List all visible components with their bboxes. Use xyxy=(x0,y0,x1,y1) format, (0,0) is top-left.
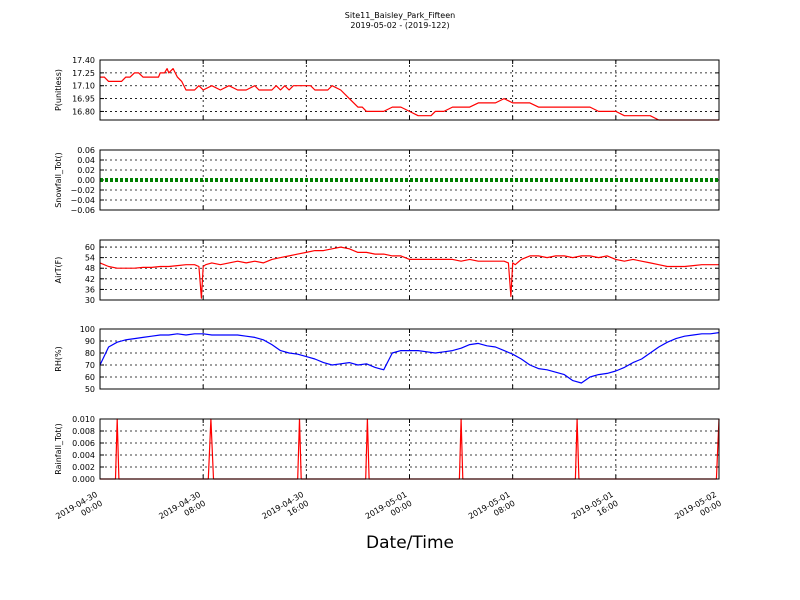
y-tick-label: −0.02 xyxy=(70,186,95,195)
x-tick-label: 2019-04-3016:00 xyxy=(261,490,311,530)
panel-2: 0.060.040.020.00−0.02−0.04−0.06 Snowfall_… xyxy=(54,146,720,215)
y-tick-label: 17.25 xyxy=(72,69,95,78)
panel-5: 0.010 0.008 0.006 0.004 0.002 0.000 Rainfall_T… xyxy=(54,415,720,484)
y-tick-label: 0.00 xyxy=(77,176,95,185)
y-tick-label: 54 xyxy=(85,254,95,263)
x-axis-label: Date/Time xyxy=(366,533,454,553)
series-line xyxy=(100,67,719,121)
x-tick-label: 2019-05-0200:00 xyxy=(673,490,723,530)
y-tick-label: 60 xyxy=(85,373,95,382)
panel-4: 100 90 80 70 60 50 RH(%) xyxy=(54,325,720,394)
chart-subtitle: 2019-05-02 - (2019-122) xyxy=(350,21,450,30)
y-axis-label: Snowfall_Tot() xyxy=(54,152,63,208)
x-tick-label: 2019-05-0116:00 xyxy=(570,490,620,530)
y-tick-label: 16.80 xyxy=(72,107,95,116)
x-tick-label: 2019-04-3000:00 xyxy=(54,490,104,530)
y-tick-label: 36 xyxy=(85,285,95,294)
y-tick-label: 0.008 xyxy=(72,427,95,436)
y-tick-label: 42 xyxy=(85,275,95,284)
chart-title: Site11_Baisley_Park_Fifteen xyxy=(344,11,456,20)
series-line xyxy=(99,246,719,299)
x-tick-label: 2019-04-3008:00 xyxy=(157,490,207,530)
series-line xyxy=(99,332,720,384)
y-tick-label: 30 xyxy=(85,296,95,305)
y-tick-label: 0.04 xyxy=(77,156,95,165)
y-tick-label: 0.010 xyxy=(72,415,95,424)
y-tick-label: 16.95 xyxy=(72,95,95,104)
y-tick-label: 48 xyxy=(85,264,95,273)
y-tick-label: 80 xyxy=(85,349,95,358)
y-tick-label: 70 xyxy=(85,361,95,370)
axes-frame xyxy=(99,239,720,301)
y-axis-label: RH(%) xyxy=(54,346,63,371)
y-tick-label: 0.006 xyxy=(72,439,95,448)
y-tick-label: 0.004 xyxy=(72,451,95,460)
x-tick-label: 2019-05-0100:00 xyxy=(364,490,414,530)
x-tick-label: 2019-05-0108:00 xyxy=(467,490,517,530)
y-axis-label: Rainfall_Tot() xyxy=(54,423,63,475)
y-tick-label: 17.10 xyxy=(72,82,95,91)
y-tick-label: 100 xyxy=(80,325,95,334)
axes-frame xyxy=(99,328,720,390)
y-tick-label: 0.02 xyxy=(77,166,95,175)
y-tick-label: −0.04 xyxy=(70,196,95,205)
y-tick-label: −0.06 xyxy=(70,206,95,215)
y-tick-label: 0.06 xyxy=(77,146,95,155)
panel-1: 17.40 17.25 17.10 16.95 16.80 P(unitless) xyxy=(54,56,720,121)
axes-frame xyxy=(99,59,720,121)
y-tick-label: 0.000 xyxy=(72,475,95,484)
y-axis-label: P(unitless) xyxy=(54,69,63,111)
y-tick-label: 90 xyxy=(85,337,95,346)
y-axis-label: AirT(F) xyxy=(54,257,63,284)
y-tick-label: 0.002 xyxy=(72,463,95,472)
y-tick-label: 17.40 xyxy=(72,56,95,65)
y-tick-label: 60 xyxy=(85,243,95,252)
axes-frame xyxy=(99,149,720,211)
axes-frame xyxy=(99,418,720,480)
y-tick-label: 50 xyxy=(85,385,95,394)
